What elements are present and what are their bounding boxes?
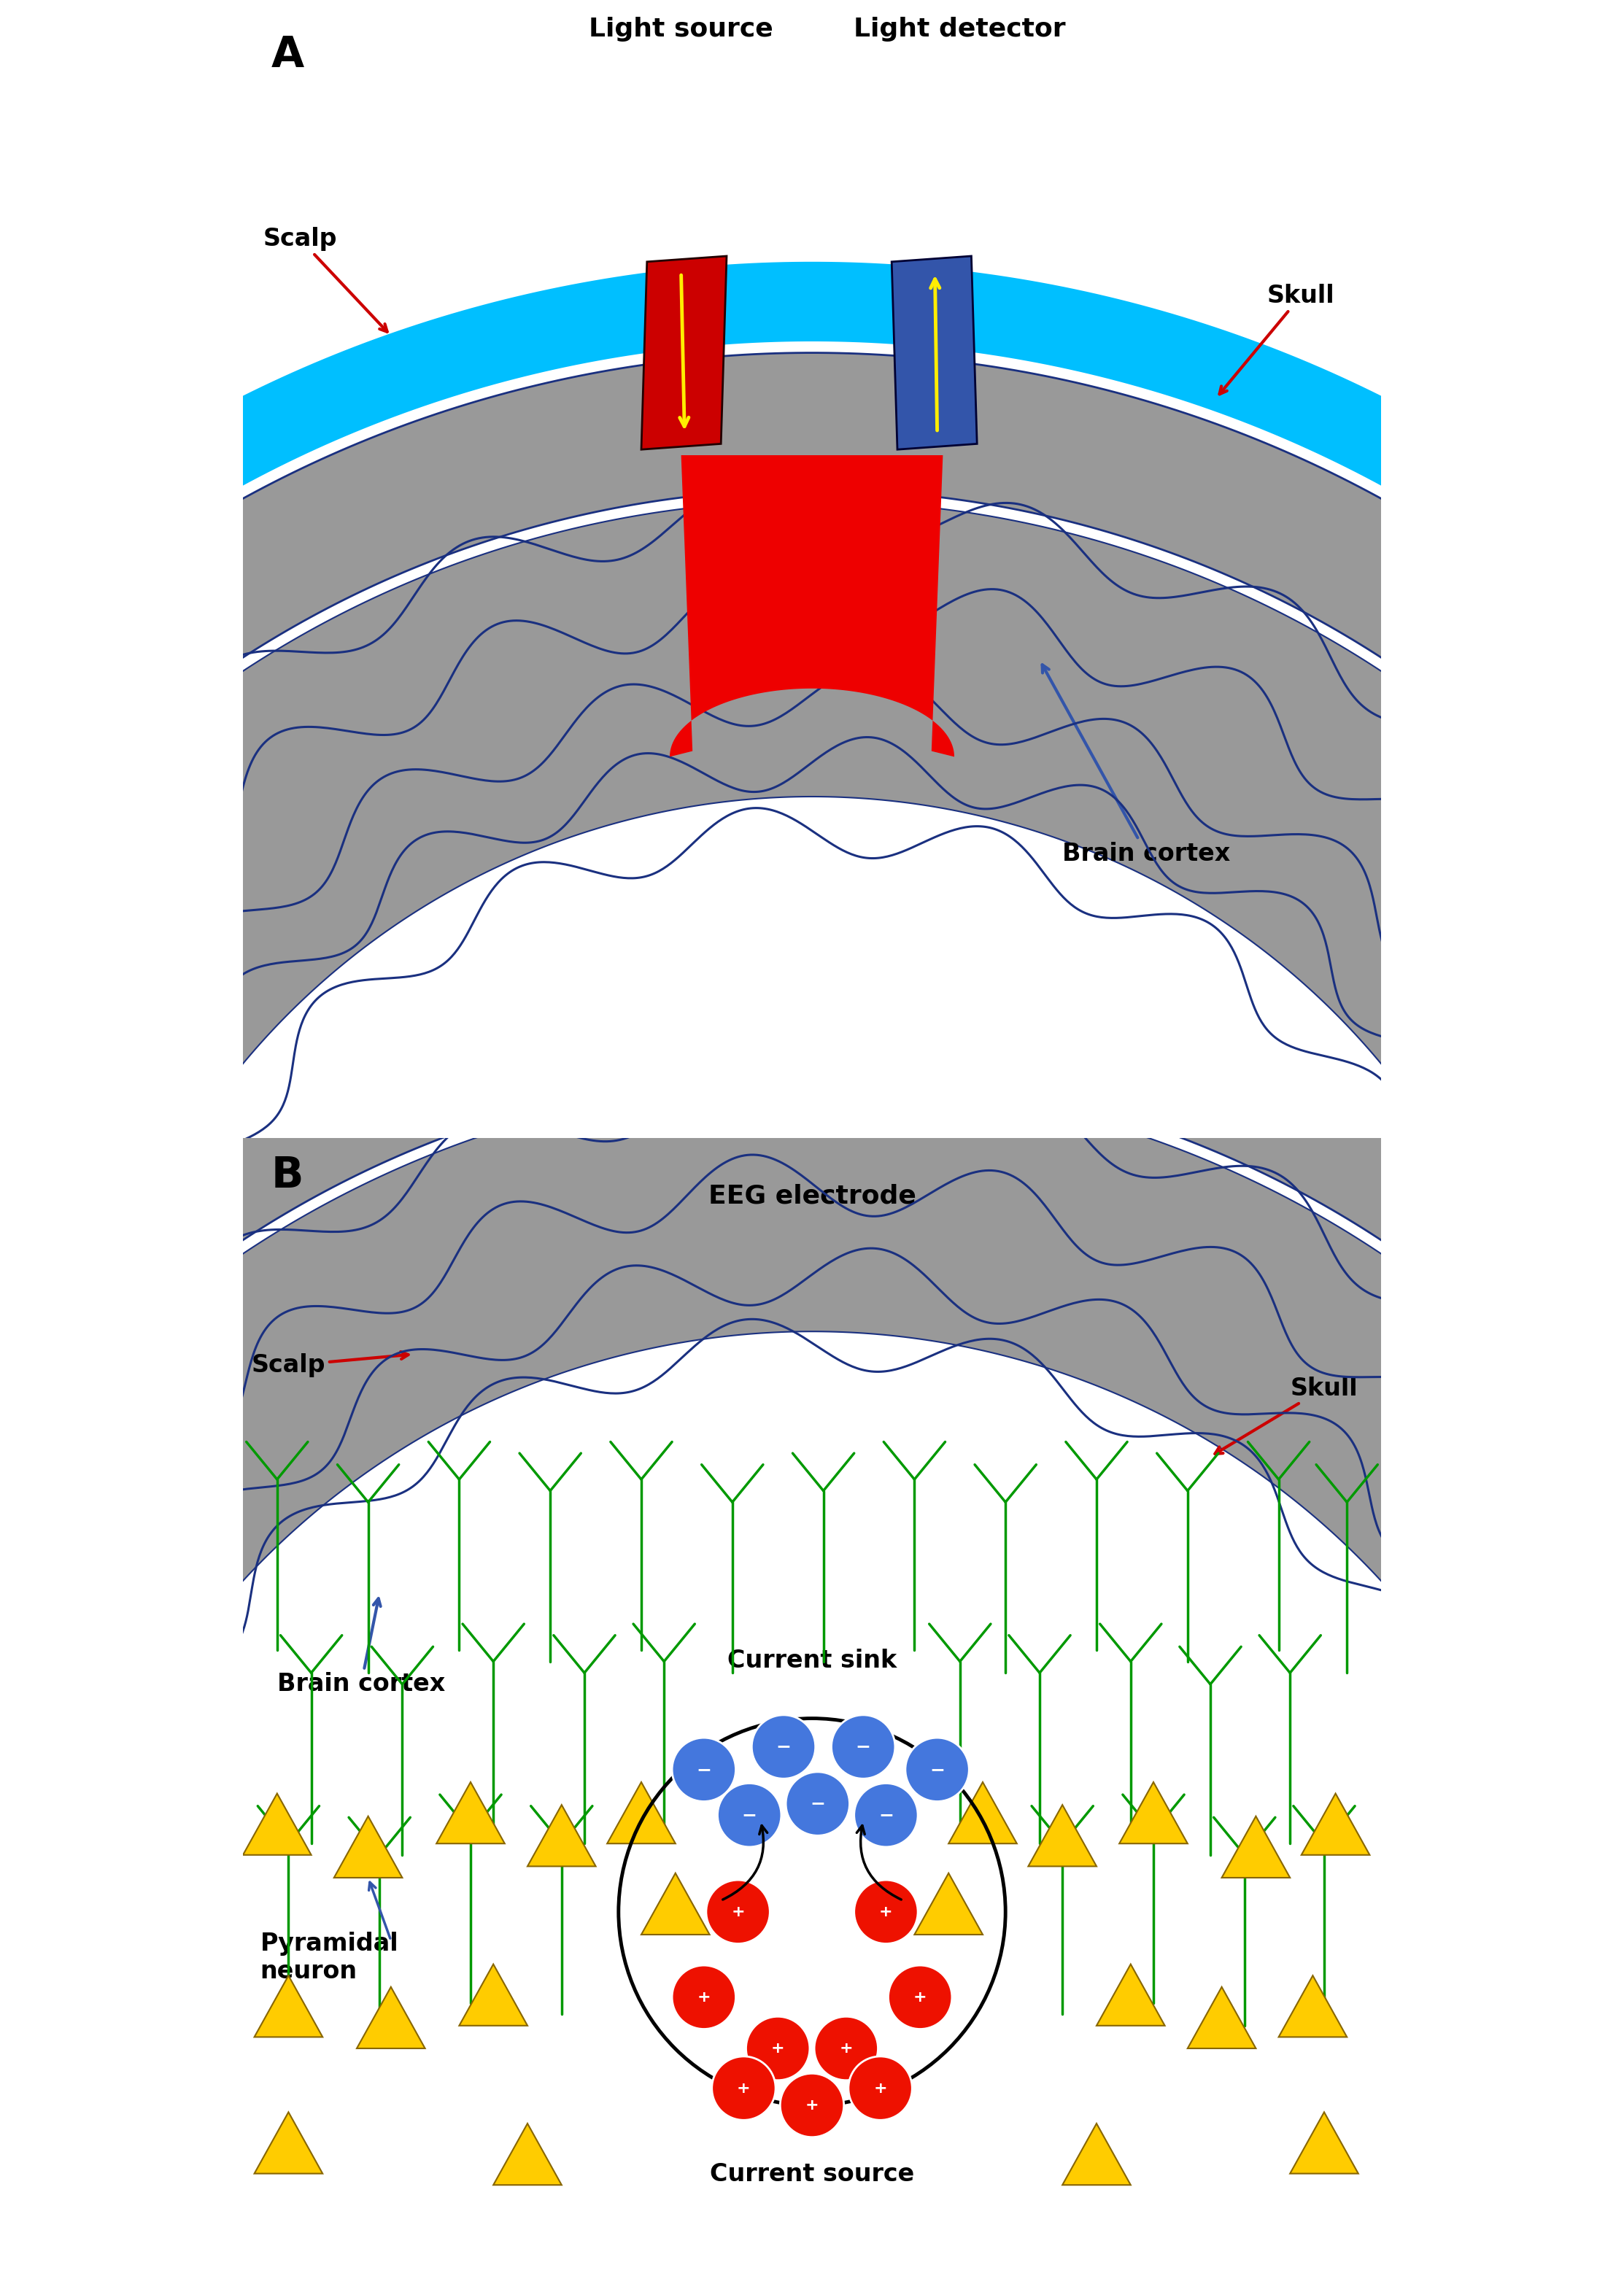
Polygon shape (255, 1976, 323, 2037)
Text: +: + (737, 2080, 750, 2096)
Text: EEG electrode: EEG electrode (708, 1184, 916, 1209)
Circle shape (854, 1784, 918, 1848)
Text: +: + (879, 1905, 893, 1919)
Text: A: A (271, 34, 304, 75)
Polygon shape (255, 2112, 323, 2174)
Text: Brain cortex: Brain cortex (278, 1598, 445, 1696)
Polygon shape (528, 1805, 596, 1866)
Circle shape (752, 1716, 815, 1780)
Polygon shape (203, 990, 326, 1072)
Circle shape (786, 1771, 849, 1834)
Polygon shape (1289, 2112, 1358, 2174)
Circle shape (888, 1964, 952, 2030)
Polygon shape (0, 501, 1624, 1352)
Polygon shape (1311, 1004, 1406, 1061)
Polygon shape (357, 1987, 425, 2048)
Polygon shape (948, 1782, 1017, 1844)
Text: Light source: Light source (590, 18, 773, 41)
Text: −: − (810, 1796, 825, 1812)
Polygon shape (0, 854, 1624, 1814)
Polygon shape (749, 885, 875, 913)
Polygon shape (607, 1782, 676, 1844)
Text: Current sink: Current sink (728, 1648, 896, 1673)
Polygon shape (914, 1873, 983, 1935)
Circle shape (706, 1880, 770, 1944)
Text: Scalp: Scalp (263, 228, 387, 332)
Polygon shape (1028, 1805, 1096, 1866)
Polygon shape (460, 1964, 528, 2026)
Polygon shape (1278, 1976, 1346, 2037)
Text: Light detector: Light detector (854, 18, 1065, 41)
Polygon shape (1221, 1816, 1289, 1878)
Text: Brain cortex: Brain cortex (1043, 665, 1231, 865)
Circle shape (814, 2017, 879, 2080)
Polygon shape (1062, 2124, 1130, 2185)
Polygon shape (669, 455, 955, 756)
Circle shape (711, 2058, 776, 2121)
Circle shape (848, 2058, 913, 2121)
Circle shape (780, 2073, 844, 2137)
Text: B: B (271, 1156, 304, 1197)
Text: Skull: Skull (1215, 1377, 1358, 1454)
Polygon shape (1298, 990, 1421, 1072)
Polygon shape (1301, 1793, 1369, 1855)
Text: Scalp: Scalp (252, 1352, 408, 1377)
Polygon shape (494, 2124, 562, 2185)
Polygon shape (218, 1004, 313, 1061)
Polygon shape (0, 1081, 1624, 1912)
Polygon shape (151, 854, 1473, 1707)
Text: −: − (879, 1807, 893, 1823)
Polygon shape (335, 1816, 403, 1878)
Polygon shape (0, 262, 1624, 1238)
Circle shape (672, 1739, 736, 1803)
Polygon shape (1187, 1987, 1255, 2048)
Circle shape (718, 1784, 781, 1848)
Circle shape (905, 1739, 970, 1803)
Polygon shape (892, 257, 978, 448)
Text: Pyramidal
neuron: Pyramidal neuron (260, 1932, 398, 1982)
Polygon shape (0, 353, 1624, 1277)
Circle shape (854, 1880, 918, 1944)
Text: +: + (731, 1905, 745, 1919)
Text: +: + (771, 2042, 784, 2055)
Polygon shape (641, 1873, 710, 1935)
Text: −: − (697, 1762, 711, 1778)
Text: −: − (929, 1762, 945, 1778)
Text: +: + (840, 2042, 853, 2055)
Text: Skull: Skull (1220, 284, 1335, 394)
Circle shape (831, 1716, 895, 1780)
Text: −: − (856, 1739, 870, 1755)
Text: +: + (874, 2080, 887, 2096)
Polygon shape (96, 1366, 1528, 2276)
Text: +: + (697, 1989, 711, 2005)
Text: Current source: Current source (710, 2162, 914, 2187)
Polygon shape (437, 1782, 505, 1844)
Text: −: − (776, 1739, 791, 1755)
Polygon shape (762, 892, 862, 908)
Text: +: + (806, 2098, 818, 2112)
Circle shape (745, 2017, 810, 2080)
Circle shape (672, 1964, 736, 2030)
Polygon shape (1096, 1964, 1164, 2026)
Polygon shape (0, 945, 1624, 1848)
Text: +: + (913, 1989, 927, 2005)
Text: −: − (742, 1807, 757, 1823)
Polygon shape (1119, 1782, 1187, 1844)
Polygon shape (244, 1793, 312, 1855)
Polygon shape (641, 257, 726, 448)
